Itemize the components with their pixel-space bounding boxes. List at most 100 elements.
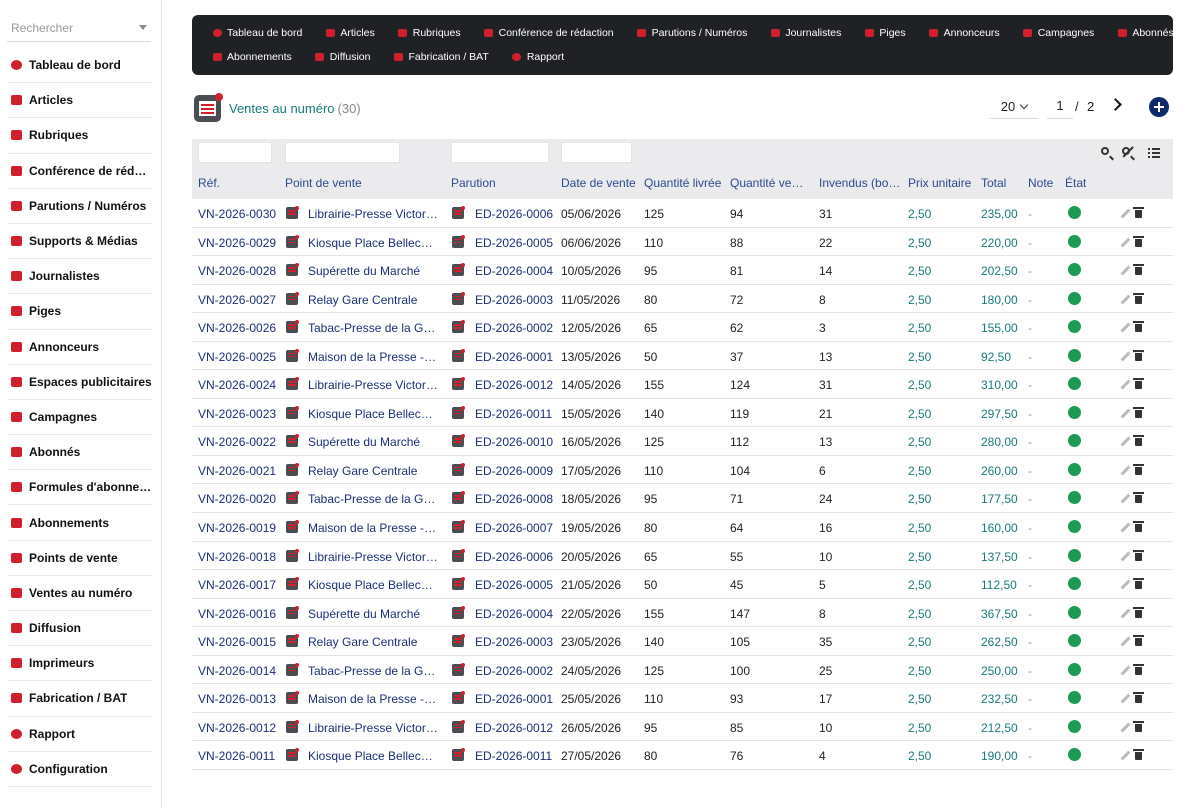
table-row[interactable]: VN-2026-0030 Librairie-Presse Victor … ED-… [192,199,1173,228]
nav-item-abonnements[interactable]: Abonnements [198,45,301,69]
sidebar-item-ventes-au-num-ro[interactable]: Ventes au numéro [7,576,152,611]
point-de-vente-cell[interactable]: Maison de la Presse - … [308,521,438,536]
delete-icon[interactable] [1133,264,1144,276]
table-row[interactable]: VN-2026-0014 Tabac-Presse de la Gare ED-20… [192,656,1173,685]
ref-cell[interactable]: VN-2026-0016 [198,606,277,621]
point-de-vente-cell[interactable]: Librairie-Presse Victor … [308,720,438,735]
parution-cell[interactable]: ED-2026-0001 [475,692,554,707]
filter-ref-input[interactable] [198,142,272,163]
ref-cell[interactable]: VN-2026-0019 [198,521,277,536]
ref-cell[interactable]: VN-2026-0026 [198,321,277,336]
point-de-vente-cell[interactable]: Librairie-Presse Victor … [308,549,438,564]
parution-cell[interactable]: ED-2026-0006 [475,549,554,564]
edit-icon[interactable] [1120,522,1131,533]
nav-item-articles[interactable]: Articles [311,21,383,45]
parution-cell[interactable]: ED-2026-0011 [475,406,553,421]
edit-icon[interactable] [1120,665,1131,676]
clear-filter-icon[interactable] [1122,147,1130,155]
ref-cell[interactable]: VN-2026-0017 [198,578,277,593]
nav-item-conf-rence-de-r-daction[interactable]: Conférence de rédaction [470,21,623,45]
delete-icon[interactable] [1133,720,1144,732]
edit-icon[interactable] [1120,208,1131,219]
point-de-vente-cell[interactable]: Tabac-Presse de la Gare [308,663,438,678]
edit-icon[interactable] [1120,465,1131,476]
edit-icon[interactable] [1120,579,1131,590]
sidebar-item-supports-m-dias[interactable]: Supports & Médias [7,224,152,260]
edit-icon[interactable] [1120,693,1131,704]
point-de-vente-cell[interactable]: Librairie-Presse Victor … [308,378,438,393]
column-header[interactable]: Date de vente [561,176,636,190]
column-header[interactable]: Quantité livrée [644,176,722,190]
parution-cell[interactable]: ED-2026-0002 [475,663,554,678]
nav-item-fabrication-bat[interactable]: Fabrication / BAT [379,45,497,69]
sidebar-item-espaces-publicitaires[interactable]: Espaces publicitaires [7,365,152,400]
parution-cell[interactable]: ED-2026-0003 [475,635,554,650]
column-header[interactable]: Quantité ven… [730,176,810,190]
column-header[interactable]: État [1065,176,1087,190]
delete-icon[interactable] [1133,521,1144,533]
column-header[interactable]: Note [1028,176,1054,190]
edit-icon[interactable] [1120,379,1131,390]
point-de-vente-cell[interactable]: Librairie-Presse Victor … [308,207,438,221]
column-header[interactable]: Invendus (bo… [819,176,901,190]
ref-cell[interactable]: VN-2026-0018 [198,549,277,564]
point-de-vente-cell[interactable]: Kiosque Place Bellecour [308,235,438,250]
filter-parution-input[interactable] [451,142,549,163]
delete-icon[interactable] [1133,235,1144,247]
nav-item-piges[interactable]: Piges [850,21,914,45]
delete-icon[interactable] [1133,606,1144,618]
ref-cell[interactable]: VN-2026-0025 [198,349,277,364]
table-row[interactable]: VN-2026-0016 Supérette du Marché ED-2026-0… [192,599,1173,628]
sidebar-item-campagnes[interactable]: Campagnes [7,400,152,436]
sidebar-item-rapport[interactable]: Rapport [7,717,152,752]
nav-item-journalistes[interactable]: Journalistes [756,21,850,45]
edit-icon[interactable] [1120,351,1131,362]
table-row[interactable]: VN-2026-0025 Maison de la Presse - … ED-20… [192,342,1173,371]
delete-icon[interactable] [1133,292,1144,304]
current-page-input[interactable]: 1 [1047,95,1073,119]
table-row[interactable]: VN-2026-0021 Relay Gare Centrale ED-2026-0… [192,456,1173,485]
point-de-vente-cell[interactable]: Supérette du Marché [308,606,421,621]
parution-cell[interactable]: ED-2026-0008 [475,492,554,507]
sidebar-item-annonceurs[interactable]: Annonceurs [7,330,152,365]
edit-icon[interactable] [1120,636,1131,647]
ref-cell[interactable]: VN-2026-0021 [198,463,277,478]
nav-item-rubriques[interactable]: Rubriques [384,21,470,45]
table-row[interactable]: VN-2026-0017 Kiosque Place Bellecour ED-20… [192,570,1173,599]
delete-icon[interactable] [1133,549,1144,561]
parution-cell[interactable]: ED-2026-0010 [475,435,554,450]
column-header[interactable]: Prix unitaire [908,176,972,190]
ref-cell[interactable]: VN-2026-0030 [198,207,277,221]
column-header[interactable]: Réf. [198,176,221,190]
delete-icon[interactable] [1133,663,1144,675]
ref-cell[interactable]: VN-2026-0029 [198,235,277,250]
edit-icon[interactable] [1120,750,1131,761]
table-row[interactable]: VN-2026-0011 Kiosque Place Bellecour ED-20… [192,741,1173,770]
table-row[interactable]: VN-2026-0018 Librairie-Presse Victor … ED-… [192,542,1173,571]
sidebar-search-select[interactable]: Rechercher [7,14,151,42]
ref-cell[interactable]: VN-2026-0012 [198,720,277,735]
column-list-icon[interactable] [1148,147,1160,159]
sidebar-item-configuration[interactable]: Configuration [7,752,152,787]
ref-cell[interactable]: VN-2026-0015 [198,635,277,650]
nav-item-parutions-num-ros[interactable]: Parutions / Numéros [623,21,757,45]
parution-cell[interactable]: ED-2026-0012 [475,378,554,393]
delete-icon[interactable] [1133,463,1144,475]
parution-cell[interactable]: ED-2026-0002 [475,321,554,336]
parution-cell[interactable]: ED-2026-0004 [475,264,554,279]
edit-icon[interactable] [1120,294,1131,305]
point-de-vente-cell[interactable]: Kiosque Place Bellecour [308,578,438,593]
ref-cell[interactable]: VN-2026-0011 [198,749,276,764]
parution-cell[interactable]: ED-2026-0005 [475,235,554,250]
point-de-vente-cell[interactable]: Kiosque Place Bellecour [308,406,438,421]
filter-point-de-vente-input[interactable] [285,142,400,163]
nav-item-abonn-s[interactable]: Abonnés [1103,21,1182,45]
column-header[interactable]: Point de vente [285,176,362,190]
edit-icon[interactable] [1120,322,1131,333]
delete-icon[interactable] [1133,349,1144,361]
sidebar-item-diffusion[interactable]: Diffusion [7,611,152,647]
ref-cell[interactable]: VN-2026-0027 [198,292,277,307]
nav-item-rapport[interactable]: Rapport [498,45,573,69]
table-row[interactable]: VN-2026-0029 Kiosque Place Bellecour ED-20… [192,228,1173,257]
parution-cell[interactable]: ED-2026-0004 [475,606,554,621]
